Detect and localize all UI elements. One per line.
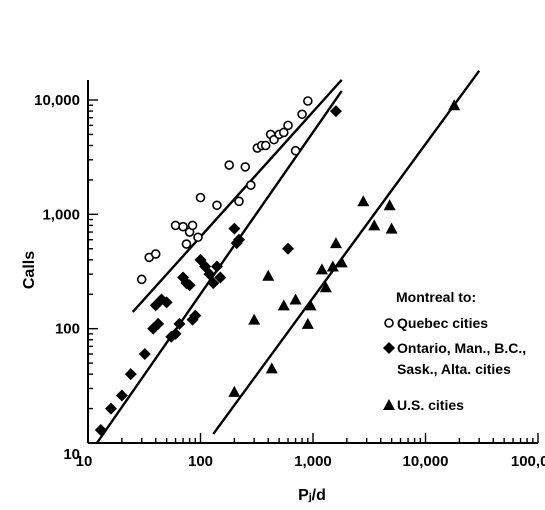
point-quebec: [290, 145, 301, 156]
point-ontario: [282, 242, 295, 255]
point-us: [228, 385, 241, 397]
point-us: [329, 237, 342, 249]
point-quebec: [240, 162, 251, 172]
point-quebec: [234, 196, 244, 207]
point-quebec: [136, 274, 147, 285]
legend-label-quebec: Quebec cities: [397, 315, 488, 331]
point-quebec: [283, 120, 293, 131]
point-us: [383, 199, 396, 211]
point-ontario: [183, 279, 196, 292]
legend-label-us: U.S. cities: [397, 397, 464, 413]
x-tick-label: 100,000: [511, 453, 545, 470]
x-tick-label: 100: [188, 453, 213, 470]
point-ontario: [152, 317, 165, 330]
legend-label-ontario-line1: Ontario, Man., B.C.,: [397, 340, 526, 356]
x-axis-title: Pⱼ/d: [298, 487, 326, 504]
point-us: [368, 219, 381, 231]
point-ontario: [214, 271, 227, 284]
point-us: [319, 281, 332, 293]
legend-label-ontario: Ontario, Man., B.C., Sask., Alta. cities: [397, 340, 530, 377]
point-ontario: [228, 222, 241, 235]
point-ontario: [207, 277, 220, 290]
legend: Montreal to: Quebec cities Ontario, Man.…: [383, 289, 530, 413]
point-quebec: [260, 140, 271, 151]
point-us: [357, 195, 370, 207]
point-quebec: [278, 127, 289, 138]
point-ontario: [329, 105, 342, 118]
y-axis-title: Calls: [21, 251, 38, 289]
point-quebec: [170, 220, 181, 231]
point-ontario: [189, 309, 202, 322]
point-ontario: [104, 402, 117, 415]
point-us: [301, 317, 314, 329]
point-us: [304, 299, 317, 311]
point-quebec: [297, 109, 307, 120]
axes: [87, 80, 539, 444]
point-quebec: [187, 220, 198, 231]
point-us: [277, 299, 290, 311]
legend-title: Montreal to:: [396, 289, 476, 305]
point-ontario: [169, 327, 182, 340]
x-tick-label: 1,000: [294, 453, 332, 470]
point-us: [248, 313, 261, 325]
point-quebec: [224, 160, 235, 170]
point-ontario: [124, 368, 137, 381]
point-ontario: [233, 233, 246, 246]
point-us: [335, 256, 348, 268]
point-us: [448, 99, 461, 111]
point-quebec: [195, 192, 206, 203]
point-quebec: [303, 96, 313, 106]
point-ontario: [173, 317, 186, 330]
y-tick-label: 1,000: [42, 206, 80, 223]
x-tick-label: 10,000: [403, 453, 449, 470]
point-ontario: [94, 423, 107, 436]
point-quebec: [212, 200, 222, 211]
point-ontario: [160, 296, 173, 309]
legend-marker-us: [383, 399, 395, 410]
y-tick-label: 100: [55, 321, 80, 338]
point-ontario: [138, 348, 151, 361]
point-ontario: [115, 389, 128, 402]
point-us: [262, 269, 275, 281]
point-quebec: [181, 239, 192, 249]
point-us: [315, 263, 328, 275]
point-us: [385, 222, 398, 234]
data-points: [94, 96, 461, 436]
y-tick-label: 10,000: [34, 92, 80, 109]
point-quebec: [246, 180, 256, 190]
point-ontario: [203, 268, 216, 281]
point-ontario: [210, 260, 223, 273]
y-tick-label: 10: [63, 446, 80, 463]
legend-label-ontario-line2: Sask., Alta. cities: [397, 361, 511, 377]
tick-labels: 10 100 1,000 10,000 100,000 10 100 1,000 10,000: [34, 92, 545, 470]
legend-marker-quebec: [384, 318, 394, 328]
point-us: [265, 362, 278, 374]
fit-line-0: [131, 79, 343, 313]
point-us: [289, 293, 302, 305]
point-us: [326, 260, 339, 272]
x-tick-label: 10: [76, 453, 93, 470]
legend-marker-ontario: [383, 342, 395, 354]
fit-line-2: [212, 70, 481, 435]
point-quebec: [193, 232, 203, 243]
point-quebec: [178, 221, 188, 232]
point-quebec: [150, 249, 161, 259]
